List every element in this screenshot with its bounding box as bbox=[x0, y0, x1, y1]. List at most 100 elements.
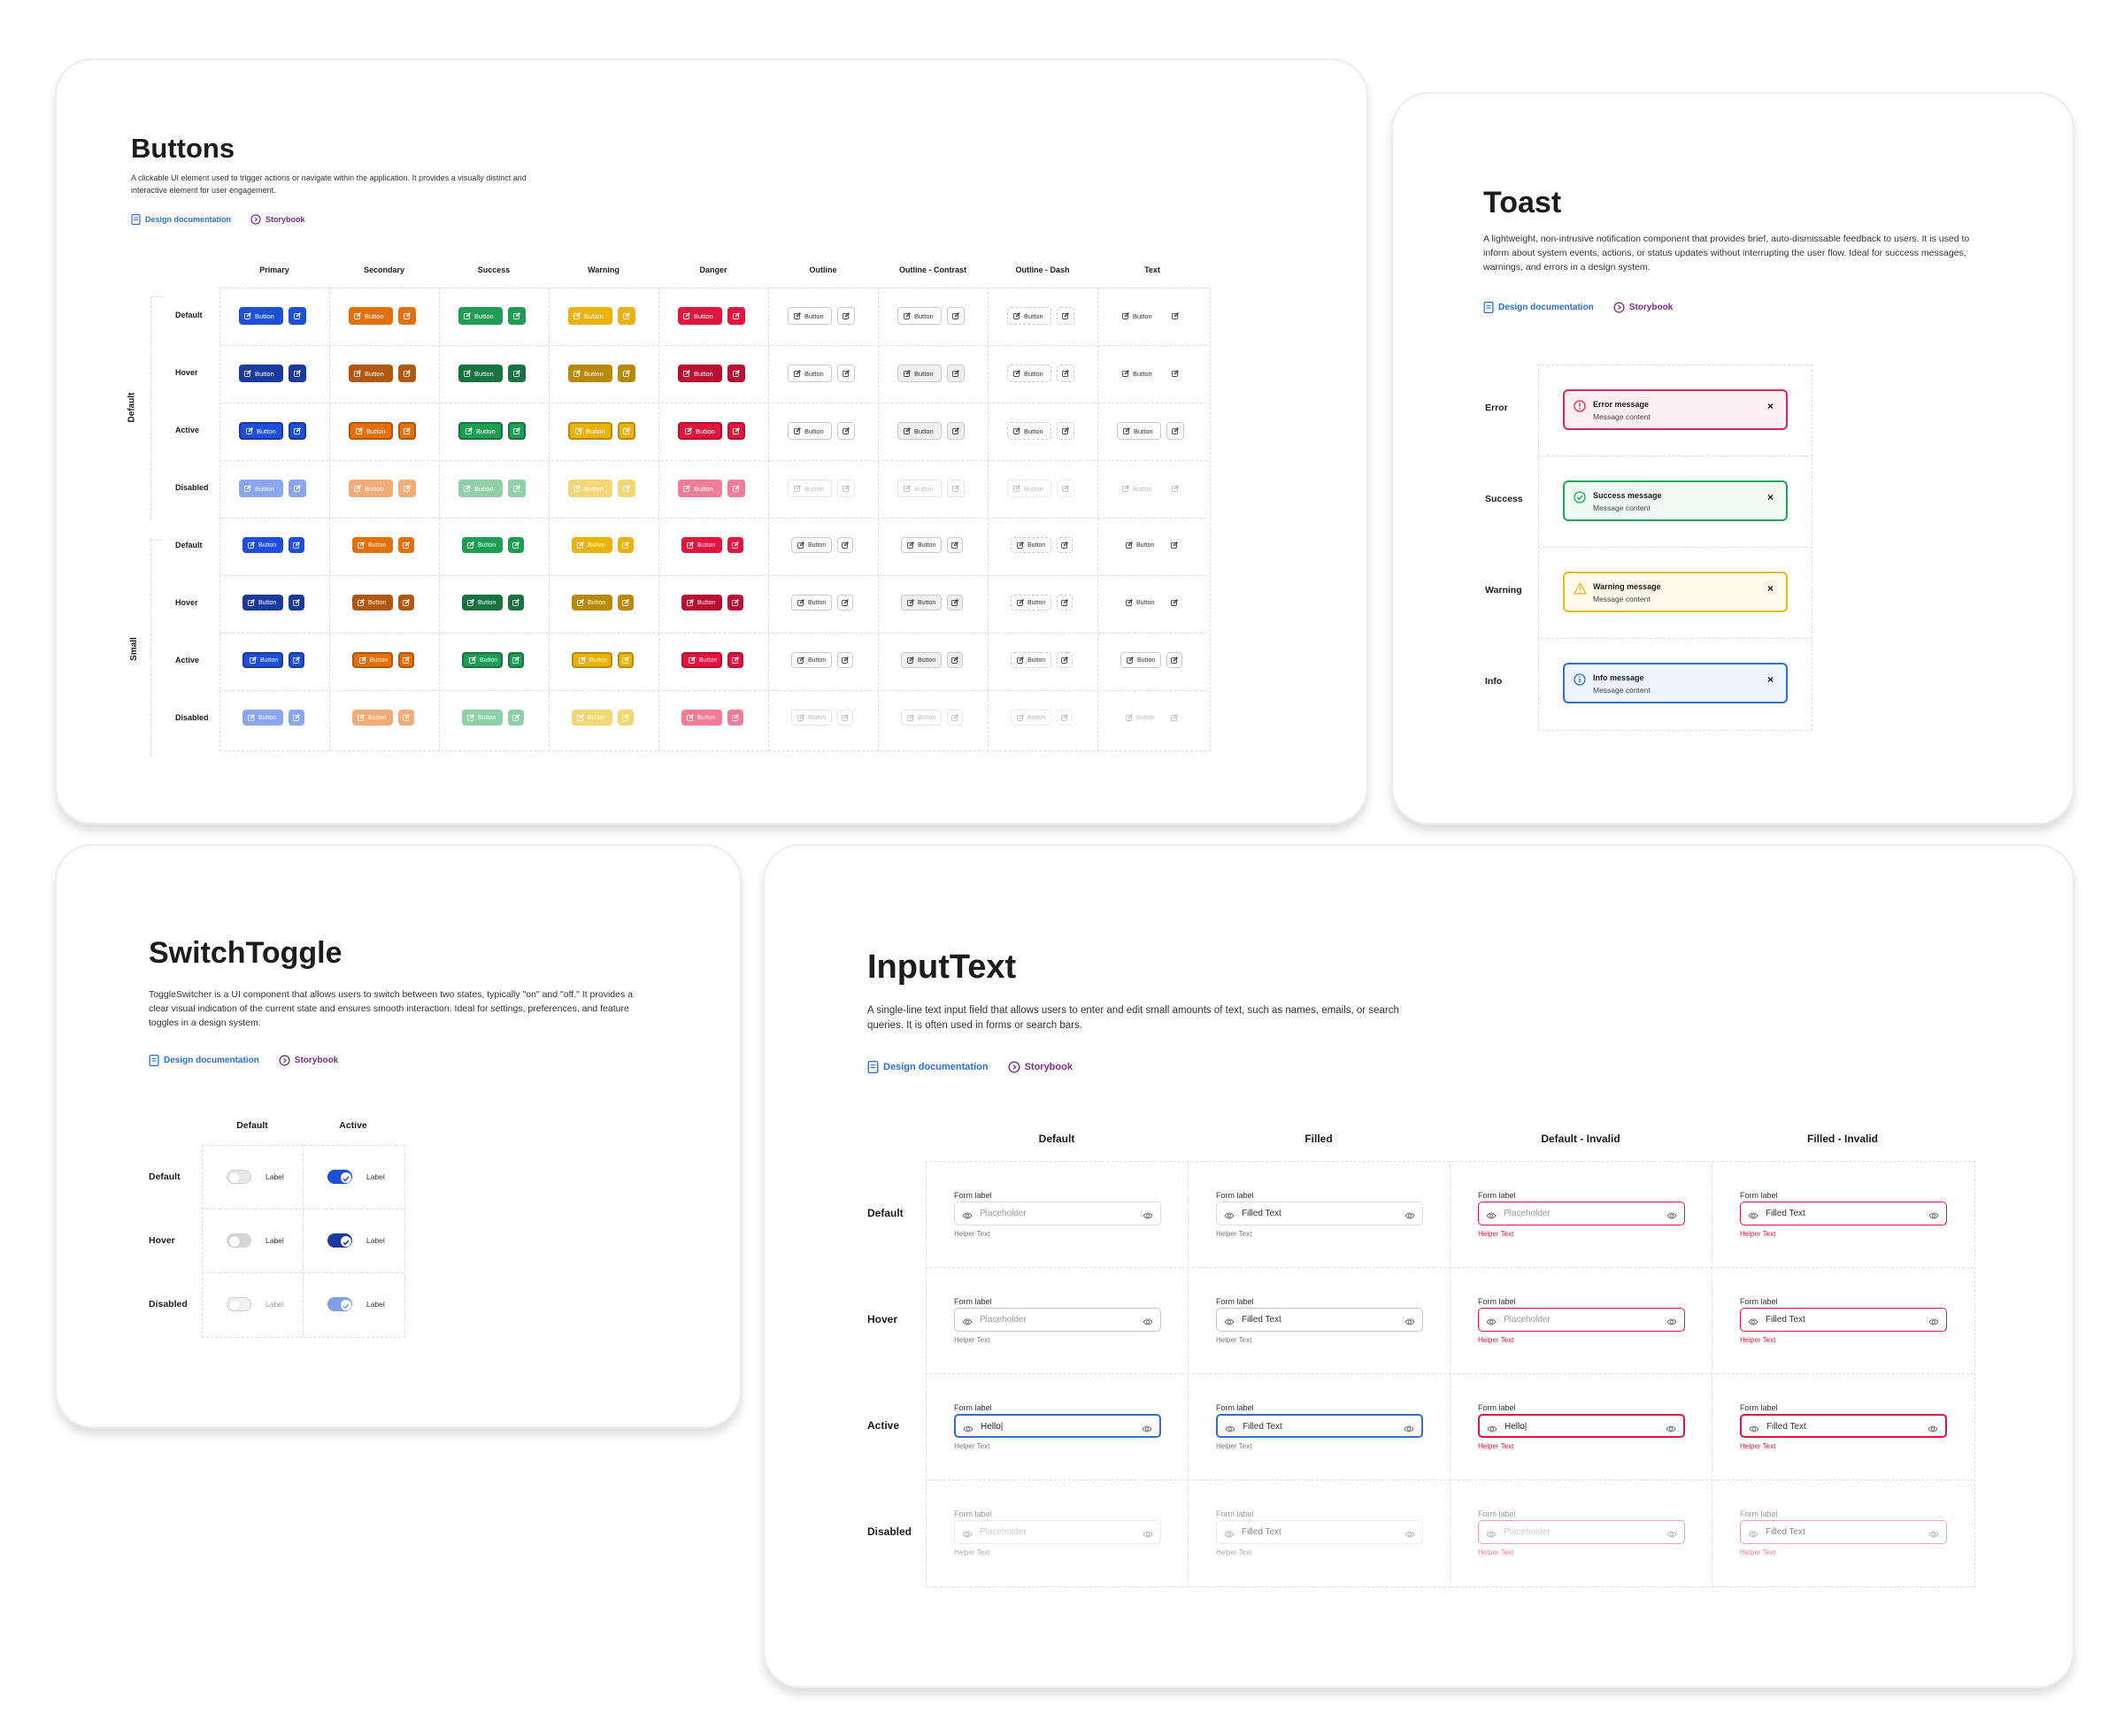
button-primary[interactable]: Button bbox=[242, 595, 283, 611]
button-outline[interactable]: Button bbox=[788, 422, 832, 440]
icon-button[interactable] bbox=[727, 537, 743, 553]
icon-button[interactable] bbox=[398, 365, 416, 382]
button-outline[interactable]: Button bbox=[791, 710, 832, 726]
button-success[interactable]: Button bbox=[458, 307, 503, 325]
eye-toggle-icon[interactable] bbox=[1666, 1315, 1677, 1331]
icon-button[interactable] bbox=[837, 307, 855, 325]
icon-button[interactable] bbox=[837, 710, 853, 726]
icon-button[interactable] bbox=[508, 480, 526, 497]
icon-button[interactable] bbox=[1057, 710, 1073, 726]
icon-button[interactable] bbox=[727, 710, 743, 726]
button-primary[interactable]: Button bbox=[239, 422, 283, 440]
icon-button[interactable] bbox=[508, 710, 524, 726]
button-outline-dash[interactable]: Button bbox=[1011, 595, 1051, 611]
eye-toggle-icon[interactable] bbox=[1404, 1315, 1415, 1331]
icon-button[interactable] bbox=[837, 365, 855, 382]
button-outline-dash[interactable]: Button bbox=[1007, 422, 1051, 440]
icon-button[interactable] bbox=[398, 422, 416, 440]
button-outline-contrast[interactable]: Button bbox=[897, 480, 942, 497]
button-text[interactable]: Button bbox=[1117, 307, 1161, 325]
icon-button[interactable] bbox=[1057, 480, 1074, 497]
button-outline-dash[interactable]: Button bbox=[1011, 537, 1051, 553]
button-danger[interactable]: Button bbox=[681, 595, 722, 611]
button-secondary[interactable]: Button bbox=[349, 307, 393, 325]
icon-button[interactable] bbox=[289, 365, 306, 382]
icon-button[interactable] bbox=[727, 480, 745, 497]
text-input[interactable]: Filled Text bbox=[1740, 1520, 1947, 1544]
icon-button[interactable] bbox=[1057, 595, 1073, 611]
icon-button[interactable] bbox=[289, 652, 304, 668]
icon-button[interactable] bbox=[727, 307, 745, 325]
icon-button[interactable] bbox=[947, 480, 965, 497]
button-secondary[interactable]: Button bbox=[349, 480, 393, 497]
button-warning[interactable]: Button bbox=[572, 652, 612, 668]
icon-button[interactable] bbox=[398, 480, 416, 497]
icon-button[interactable] bbox=[289, 422, 306, 440]
button-secondary[interactable]: Button bbox=[352, 710, 393, 726]
button-danger[interactable]: Button bbox=[678, 480, 722, 497]
eye-toggle-icon[interactable] bbox=[1928, 1527, 1939, 1543]
icon-button[interactable] bbox=[1166, 307, 1184, 325]
eye-toggle-icon[interactable] bbox=[1143, 1209, 1153, 1225]
icon-button[interactable] bbox=[1166, 595, 1182, 611]
design-documentation-link[interactable]: Design documentation bbox=[867, 1061, 989, 1073]
button-secondary[interactable]: Button bbox=[349, 365, 393, 382]
storybook-link[interactable]: Storybook bbox=[279, 1055, 338, 1066]
button-primary[interactable]: Button bbox=[242, 710, 283, 726]
icon-button[interactable] bbox=[727, 595, 743, 611]
icon-button[interactable] bbox=[947, 365, 965, 382]
icon-button[interactable] bbox=[289, 480, 306, 497]
toggle-switch[interactable] bbox=[227, 1170, 251, 1184]
text-input[interactable]: Filled Text bbox=[1740, 1308, 1947, 1332]
close-icon[interactable]: × bbox=[1766, 400, 1774, 412]
button-outline-dash[interactable]: Button bbox=[1007, 307, 1051, 325]
storybook-link[interactable]: Storybook bbox=[1613, 302, 1673, 313]
button-success[interactable]: Button bbox=[462, 537, 503, 553]
icon-button[interactable] bbox=[947, 595, 963, 611]
button-warning[interactable]: Button bbox=[568, 422, 612, 440]
icon-button[interactable] bbox=[398, 307, 416, 325]
storybook-link[interactable]: Storybook bbox=[1008, 1061, 1073, 1073]
icon-button[interactable] bbox=[1057, 422, 1074, 440]
button-outline-contrast[interactable]: Button bbox=[901, 652, 942, 668]
button-success[interactable]: Button bbox=[458, 480, 503, 497]
button-success[interactable]: Button bbox=[462, 710, 503, 726]
design-documentation-link[interactable]: Design documentation bbox=[149, 1055, 259, 1066]
toggle-switch[interactable] bbox=[227, 1233, 251, 1248]
button-outline-contrast[interactable]: Button bbox=[901, 537, 942, 553]
icon-button[interactable] bbox=[618, 652, 634, 668]
eye-toggle-icon[interactable] bbox=[1404, 1209, 1415, 1225]
button-outline[interactable]: Button bbox=[791, 537, 832, 553]
button-text[interactable]: Button bbox=[1117, 480, 1161, 497]
button-outline[interactable]: Button bbox=[788, 307, 832, 325]
storybook-link[interactable]: Storybook bbox=[250, 214, 305, 225]
button-danger[interactable]: Button bbox=[681, 537, 722, 553]
icon-button[interactable] bbox=[508, 307, 526, 325]
text-input[interactable]: Placeholder bbox=[1478, 1308, 1685, 1332]
button-primary[interactable]: Button bbox=[239, 307, 283, 325]
button-warning[interactable]: Button bbox=[572, 537, 612, 553]
icon-button[interactable] bbox=[508, 595, 524, 611]
button-secondary[interactable]: Button bbox=[352, 537, 393, 553]
eye-toggle-icon[interactable] bbox=[1142, 1422, 1152, 1438]
icon-button[interactable] bbox=[727, 422, 745, 440]
button-outline-contrast[interactable]: Button bbox=[897, 365, 942, 382]
icon-button[interactable] bbox=[837, 422, 855, 440]
button-text[interactable]: Button bbox=[1120, 652, 1161, 668]
button-secondary[interactable]: Button bbox=[352, 652, 393, 668]
eye-toggle-icon[interactable] bbox=[1404, 1422, 1414, 1438]
icon-button[interactable] bbox=[289, 307, 306, 325]
button-outline-contrast[interactable]: Button bbox=[897, 307, 942, 325]
button-outline-dash[interactable]: Button bbox=[1007, 480, 1051, 497]
icon-button[interactable] bbox=[727, 652, 743, 668]
button-text[interactable]: Button bbox=[1120, 595, 1161, 611]
icon-button[interactable] bbox=[1166, 710, 1182, 726]
icon-button[interactable] bbox=[508, 365, 526, 382]
icon-button[interactable] bbox=[837, 537, 853, 553]
button-secondary[interactable]: Button bbox=[349, 422, 393, 440]
eye-toggle-icon[interactable] bbox=[1928, 1422, 1938, 1438]
button-primary[interactable]: Button bbox=[239, 480, 283, 497]
icon-button[interactable] bbox=[508, 537, 524, 553]
text-input[interactable]: Placeholder bbox=[1478, 1520, 1685, 1544]
button-outline[interactable]: Button bbox=[791, 595, 832, 611]
